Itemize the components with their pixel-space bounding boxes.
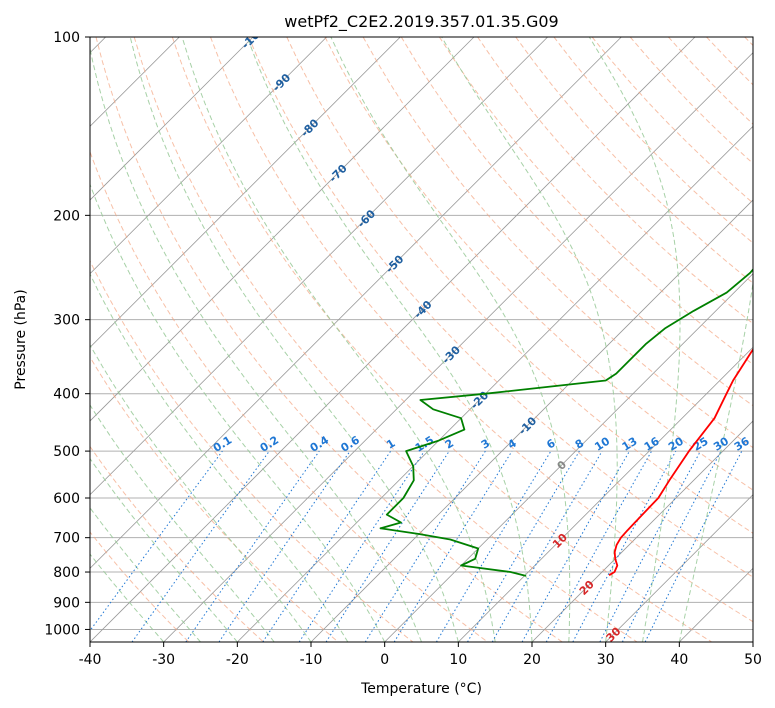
dewpoint-line (379, 268, 753, 577)
x-tick-label: -10 (300, 652, 323, 668)
moist-adiabat-line (90, 343, 312, 642)
mixing-ratio-line (185, 450, 320, 642)
dry-adiabat-line (90, 150, 488, 642)
plot-frame (89, 36, 754, 643)
chart-title: wetPf2_C2E2.2019.357.01.35.G09 (284, 12, 558, 32)
dry-adiabat-line (324, 37, 753, 491)
mixing-ratio-line (393, 450, 513, 642)
moist-adiabat-line (90, 272, 349, 642)
moist-adiabat-line (90, 182, 386, 642)
dry-adiabat-line (90, 445, 264, 642)
dry-adiabat-line (171, 37, 712, 642)
y-tick-label: 700 (53, 531, 80, 547)
skew-isotherm-line (90, 37, 327, 275)
y-tick-label: 800 (53, 565, 80, 581)
dry-adiabat-line (133, 37, 638, 642)
skew-isotherm-line (237, 125, 753, 642)
skew-isotherm-line (90, 37, 622, 569)
dry-adiabat-line (90, 356, 339, 642)
profile-lines (379, 268, 753, 577)
moist-adiabat-line (246, 37, 533, 642)
background-lines (90, 37, 753, 642)
y-tick-label: 200 (53, 208, 80, 224)
moist-adiabat-line (588, 37, 681, 642)
y-tick-label: 300 (53, 313, 80, 329)
mixing-ratio-line (572, 450, 677, 642)
x-tick-label: 50 (744, 652, 762, 668)
moist-adiabat-line (90, 404, 275, 642)
skew-isotherm-line (90, 37, 548, 496)
x-tick-label: 40 (670, 652, 688, 668)
temperature-line (608, 348, 753, 576)
mixing-ratio-line (644, 450, 743, 642)
x-tick-label: 20 (523, 652, 541, 668)
dry-adiabat-line (90, 259, 414, 642)
axis-ticks: -40 -30 -20 -10 0 10 20 30 40 50 100 200 300 400 500 60… (44, 30, 762, 668)
dry-adiabat-line (438, 37, 753, 366)
moist-adiabat-line (330, 37, 571, 642)
mixing-ratio-line (325, 450, 450, 642)
dry-adiabat-line (210, 37, 753, 623)
moist-adiabat-line (129, 37, 459, 642)
dry-adiabat-line (515, 37, 753, 284)
moist-adiabat-line (678, 280, 753, 642)
mixing-ratio-line (545, 450, 653, 642)
skew-isotherm-line (384, 273, 753, 642)
y-tick-label: 1000 (44, 622, 80, 638)
x-tick-label: -30 (152, 652, 175, 668)
dry-adiabat-line (286, 37, 753, 534)
moist-adiabat-line (90, 46, 422, 642)
x-tick-label: 10 (449, 652, 467, 668)
skew-isotherm-line (531, 420, 753, 642)
x-axis-label: Temperature (°C) (360, 681, 482, 697)
y-axis-label: Pressure (hPa) (13, 289, 29, 389)
y-tick-label: 400 (53, 387, 80, 403)
dry-adiabat-line (400, 37, 753, 407)
x-tick-label: 30 (597, 652, 615, 668)
dry-adiabat-line (477, 37, 753, 325)
mixing-ratio-line (131, 450, 270, 642)
moist-adiabat-line (441, 37, 618, 642)
skew-isotherm-line (90, 37, 475, 422)
mixing-ratio-line (298, 450, 425, 642)
x-tick-label: -20 (226, 652, 249, 668)
skew-isotherm-line (163, 52, 753, 642)
dry-adiabat-line (362, 37, 753, 449)
moist-adiabat-line (181, 37, 496, 642)
dry-adiabat-line (248, 37, 753, 578)
y-tick-label: 100 (53, 30, 80, 46)
x-tick-label: 0 (380, 652, 389, 668)
y-tick-label: 900 (53, 595, 80, 611)
dry-adiabat-line (90, 531, 190, 642)
y-tick-label: 600 (53, 491, 80, 507)
mixing-ratio-line (90, 450, 223, 632)
skew-isotherm-line (605, 494, 753, 642)
x-tick-label: -40 (79, 652, 102, 668)
moist-adiabat-line (90, 457, 238, 642)
mixing-ratio-line (521, 450, 630, 642)
skew-isotherm-line (458, 346, 753, 642)
mixing-ratio-line (262, 450, 392, 642)
dry-adiabat-line (95, 37, 563, 642)
y-tick-label: 500 (53, 444, 80, 460)
skew-isotherm-line (90, 37, 401, 348)
mixing-ratio-line (218, 450, 351, 642)
skew-isotherm-line (90, 37, 254, 201)
